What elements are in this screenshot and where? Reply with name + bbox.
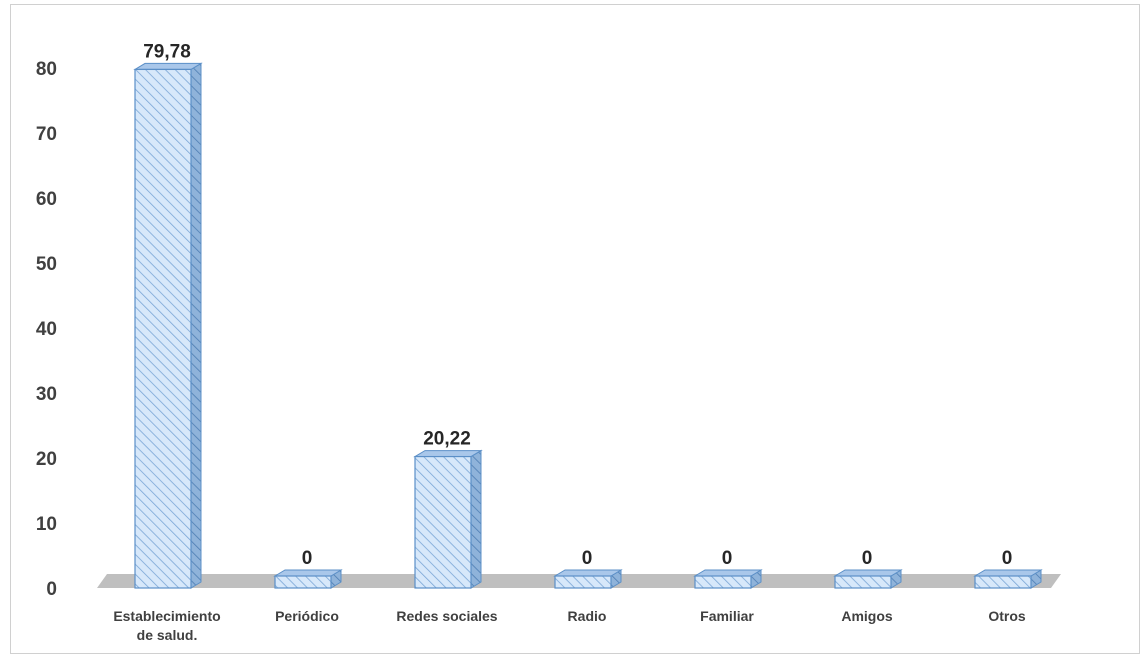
bar-front [134, 68, 192, 589]
y-tick-label: 0 [46, 579, 57, 600]
bar-front [694, 575, 752, 589]
y-tick-label: 20 [36, 449, 57, 470]
bar [273, 569, 343, 589]
bar-side [190, 62, 202, 589]
bar-front [554, 575, 612, 589]
category-label: Establecimiento de salud. [113, 608, 220, 643]
y-tick-label: 40 [36, 319, 57, 340]
bar [413, 449, 483, 589]
category-label: Otros [988, 608, 1026, 624]
bar-top [133, 62, 203, 70]
y-tick-label: 50 [36, 254, 57, 275]
y-tick-label: 60 [36, 189, 57, 210]
bar [553, 569, 623, 589]
bar-side [470, 449, 482, 589]
y-tick-label: 30 [36, 384, 57, 405]
data-label: 0 [722, 548, 733, 569]
bar-front [974, 575, 1032, 589]
bar-top [413, 450, 483, 458]
y-axis: 0 10 20 30 40 50 60 70 80 [36, 59, 57, 600]
bar [693, 569, 763, 589]
y-tick-label: 70 [36, 124, 57, 145]
y-tick-label: 80 [36, 59, 57, 80]
data-labels: 79,78 0 20,22 0 0 0 0 [143, 41, 1012, 569]
data-label: 0 [582, 548, 593, 569]
bar-front [414, 455, 472, 589]
bar [833, 569, 903, 589]
bar-chart: 0 10 20 30 40 50 60 70 80 79,78 0 20,22 0 0 0 0 Establ… [36, 41, 1061, 643]
bar-top [833, 569, 903, 577]
bar-front [274, 575, 332, 589]
bar-front [834, 575, 892, 589]
bar-top [973, 569, 1043, 577]
category-label: Periódico [275, 608, 339, 624]
data-label: 0 [862, 548, 873, 569]
category-label: Familiar [700, 608, 754, 624]
category-label: Amigos [841, 608, 893, 624]
bar-top [553, 569, 623, 577]
y-tick-label: 10 [36, 514, 57, 535]
chart-frame: 0 10 20 30 40 50 60 70 80 79,78 0 20,22 0 0 0 0 Establ… [10, 4, 1140, 654]
data-label: 0 [1002, 548, 1013, 569]
bar [973, 569, 1043, 589]
data-label: 79,78 [143, 41, 191, 62]
x-axis: Establecimiento de salud. Periódico Redes s… [113, 608, 1026, 643]
bar-top [273, 569, 343, 577]
bars [133, 62, 1043, 589]
data-label: 0 [302, 548, 313, 569]
category-label: Radio [568, 608, 607, 624]
category-label: Redes sociales [396, 608, 497, 624]
data-label: 20,22 [423, 429, 471, 450]
bar [133, 62, 203, 589]
bar-top [693, 569, 763, 577]
